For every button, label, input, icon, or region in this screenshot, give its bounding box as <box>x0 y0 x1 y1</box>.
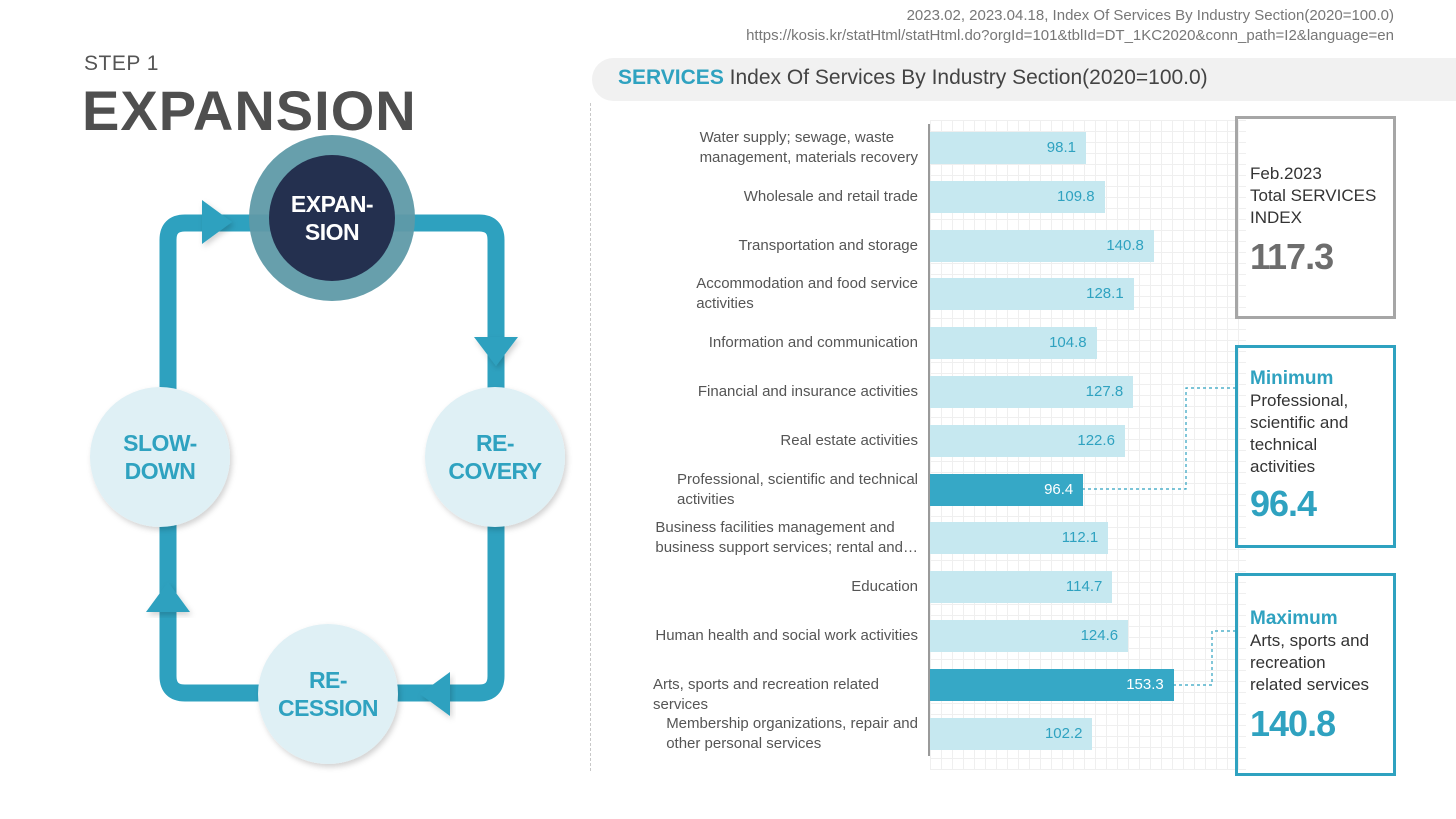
category-label: Water supply; sewage, waste management, m… <box>699 129 918 166</box>
step-label: STEP 1 <box>84 52 159 75</box>
arrow-down-icon <box>474 337 518 366</box>
bar-value-label: 96.4 <box>1044 480 1074 498</box>
page-title: EXPANSION <box>82 79 417 142</box>
expansion-circle <box>269 155 395 281</box>
bar-value-label: 114.7 <box>1065 578 1103 596</box>
slowdown-circle <box>90 387 230 527</box>
category-label: Human health and social work activities <box>655 627 918 644</box>
bar <box>930 571 1113 604</box>
category-label: Arts, sports and recreation related serv… <box>653 675 879 713</box>
bar-value-label: 140.8 <box>1106 236 1144 254</box>
bar <box>930 376 1134 408</box>
category-label: Business facilities management and busine… <box>655 519 918 557</box>
category-label: Real estate activities <box>780 431 918 449</box>
total-index-value: 117.3 <box>1250 236 1334 277</box>
minimum-label: Minimum <box>1250 368 1334 389</box>
arrow-left-icon <box>420 672 450 716</box>
maximum-line-3: related services <box>1250 675 1370 694</box>
minimum-line-2: scientific and <box>1250 413 1349 432</box>
business-cycle-diagram <box>90 135 565 764</box>
maximum-box: Maximum Arts, sports and recreation rela… <box>1235 573 1396 776</box>
recovery-circle <box>425 387 565 527</box>
minimum-value: 96.4 <box>1250 483 1317 524</box>
category-label: Accommodation and food service activities <box>696 275 918 313</box>
minimum-line-1: Professional, <box>1250 391 1349 410</box>
expansion-label: EXPAN- SION <box>290 191 374 245</box>
bar <box>930 717 1093 750</box>
min-connector <box>1082 387 1235 490</box>
chart-title-highlight: SERVICES <box>618 66 724 89</box>
bar <box>930 668 1174 701</box>
total-index-box: Feb.2023 Total SERVICES INDEX 117.3 <box>1235 116 1396 319</box>
category-label: Information and communication <box>708 334 918 352</box>
divider-line <box>590 103 591 771</box>
bar-value-label: 122.6 <box>1077 431 1115 449</box>
maximum-value: 140.8 <box>1250 703 1336 744</box>
arrow-right-icon <box>202 200 232 244</box>
bar-value-label: 127.8 <box>1085 383 1124 400</box>
category-label: Financial and insurance activities <box>697 383 918 400</box>
total-box-line-1: Feb.2023 <box>1250 164 1322 183</box>
bar <box>930 132 1086 164</box>
recession-label: RE- CESSION <box>277 667 379 721</box>
category-label: Membership organizations, repair and othe… <box>666 714 918 752</box>
source-url[interactable]: https://kosis.kr/statHtml/statHtml.do?or… <box>746 27 1394 44</box>
arrow-up-icon <box>146 582 190 612</box>
maximum-line-1: Arts, sports and <box>1250 631 1370 650</box>
bar-value-label: 109.8 <box>1057 187 1095 205</box>
bar-value-label: 98.1 <box>1046 139 1076 156</box>
chart-header-bar <box>592 58 1456 101</box>
bar-value-label: 102.2 <box>1044 724 1083 742</box>
source-note: 2023.02, 2023.04.18, Index Of Services B… <box>746 6 1394 46</box>
recovery-label: RE- COVERY <box>448 430 542 484</box>
total-box-line-2: Total SERVICES <box>1250 186 1377 205</box>
bar <box>930 229 1154 262</box>
bar <box>930 522 1109 555</box>
category-label: Transportation and storage <box>738 236 918 254</box>
max-connector <box>1173 630 1235 686</box>
bar-value-label: 128.1 <box>1086 285 1124 303</box>
chart-axis-line <box>928 124 930 756</box>
maximum-label: Maximum <box>1250 608 1338 629</box>
chart-title-text: Index Of Services By Industry Section(20… <box>729 66 1208 89</box>
bar-value-label: 112.1 <box>1061 529 1099 547</box>
bar <box>930 620 1129 652</box>
bar <box>930 278 1134 311</box>
slowdown-label: SLOW- DOWN <box>123 430 197 484</box>
bar-value-label: 104.8 <box>1049 334 1087 352</box>
recession-circle <box>258 624 398 764</box>
bar <box>930 180 1105 213</box>
chart-title: SERVICES Index Of Services By Industry S… <box>618 66 1208 90</box>
bar <box>930 327 1097 360</box>
bar <box>930 424 1125 457</box>
maximum-line-2: recreation <box>1250 653 1326 672</box>
minimum-line-4: activities <box>1250 457 1316 476</box>
bar <box>930 473 1084 506</box>
category-label: Professional, scientific and technical ac… <box>677 470 918 508</box>
minimum-line-3: technical <box>1250 435 1318 454</box>
source-line-1: 2023.02, 2023.04.18, Index Of Services B… <box>906 7 1394 24</box>
category-label: Education <box>851 578 918 596</box>
total-box-line-3: INDEX <box>1250 208 1302 227</box>
bar-value-label: 153.3 <box>1126 675 1164 693</box>
category-label: Wholesale and retail trade <box>743 187 918 205</box>
bar-value-label: 124.6 <box>1080 627 1119 644</box>
minimum-box: Minimum Professional, scientific and tec… <box>1235 345 1396 548</box>
